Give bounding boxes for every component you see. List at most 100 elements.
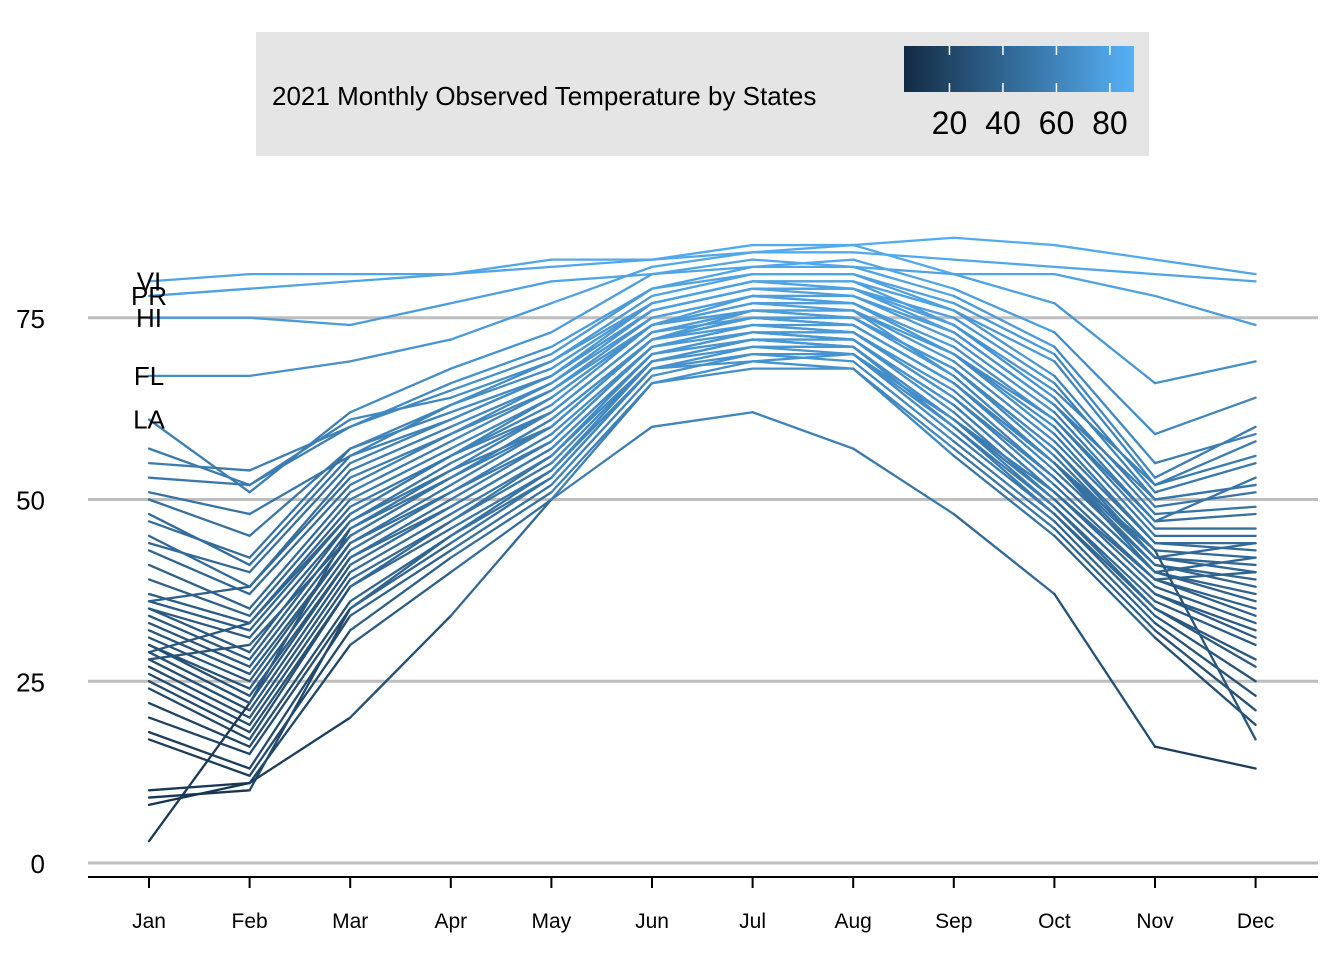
series-line-segment	[1153, 571, 1257, 581]
series-line-segment	[650, 331, 754, 348]
series-line-segment	[1053, 389, 1157, 487]
series-line-segment	[349, 272, 452, 283]
series-line-segment	[852, 338, 955, 414]
series-line-segment	[1053, 403, 1157, 516]
series-line-segment	[147, 520, 251, 559]
series-line-segment	[349, 469, 452, 530]
x-tick-label: Mar	[332, 910, 368, 933]
series-line-segment	[852, 280, 955, 327]
series-line-segment	[1053, 272, 1157, 298]
series-line-segment	[147, 563, 251, 610]
series-line-segment	[952, 352, 1056, 436]
series-line-segment	[147, 680, 251, 734]
series-line-segment	[1153, 476, 1257, 523]
series-line-segment	[1053, 302, 1157, 385]
y-tick-label: 25	[16, 667, 45, 697]
series-line-segment	[248, 541, 352, 683]
series-line-segment	[147, 600, 251, 632]
series-line-segment	[650, 309, 754, 334]
series-line-segment	[349, 549, 452, 617]
series-line-segment	[248, 571, 352, 719]
series-line-segment	[650, 345, 754, 370]
series-line-segment	[248, 520, 352, 639]
series-line-segment	[650, 272, 754, 290]
series-line-segment	[248, 447, 352, 537]
series-label-fl: FL	[134, 361, 164, 391]
series-line-segment	[449, 280, 553, 305]
series-line-segment	[449, 411, 553, 458]
series-line-segment	[449, 447, 553, 508]
x-tick-label: Jun	[635, 910, 669, 933]
series-line-segment	[147, 491, 251, 516]
series-line-segment	[751, 287, 855, 298]
series-line-segment	[650, 272, 754, 298]
series-line-segment	[147, 534, 251, 588]
series-line-segment	[852, 265, 955, 298]
series-line-segment	[449, 265, 553, 276]
series-line-segment	[449, 389, 553, 436]
colorbar-tick-label: 40	[985, 105, 1021, 141]
series-line-segment	[550, 258, 654, 269]
series-line-segment	[852, 280, 955, 312]
series-line-segment	[852, 265, 955, 276]
series-line-segment	[248, 600, 352, 748]
series-line-segment	[650, 280, 754, 305]
series-line-segment	[751, 316, 855, 327]
x-tick-label: Nov	[1136, 910, 1174, 933]
x-tick-label: Oct	[1038, 910, 1071, 933]
colorbar-tick-label: 20	[932, 105, 968, 141]
series-line-segment	[1153, 549, 1257, 559]
series-line-segment	[349, 476, 452, 537]
series-line-segment	[147, 578, 251, 617]
series-line-segment	[952, 236, 1056, 247]
series-line-segment	[1153, 563, 1257, 581]
x-tick-label: Jan	[132, 910, 166, 933]
series-line-segment	[1153, 621, 1257, 697]
series-line-segment	[650, 411, 754, 428]
series-line-segment	[1153, 440, 1257, 487]
series-line-segment	[449, 360, 553, 407]
series-line-segment	[650, 323, 754, 348]
series-line-segment	[952, 454, 1056, 537]
series-line-segment	[349, 571, 452, 647]
series-line-segment	[852, 287, 955, 334]
series-line-segment	[1053, 345, 1157, 465]
series-line-segment	[1153, 294, 1257, 327]
series-line-segment	[852, 251, 955, 261]
series-line-segment	[650, 294, 754, 319]
series-line-segment	[751, 302, 855, 312]
series-line-segment	[650, 360, 754, 385]
series-line-segment	[751, 345, 855, 356]
series-line-segment	[952, 309, 1056, 363]
series-line-segment	[248, 461, 352, 574]
series-line-segment	[952, 440, 1056, 523]
x-tick-label: Feb	[232, 910, 268, 933]
series-line-segment	[650, 352, 754, 370]
series-line-segment	[952, 418, 1056, 494]
series-line-segment	[1153, 461, 1257, 494]
series-line-segment	[952, 447, 1056, 530]
series-line-segment	[1153, 512, 1257, 523]
series-line-segment	[1053, 425, 1157, 537]
series-line-segment	[1053, 461, 1157, 574]
series-line-segment	[952, 302, 1056, 356]
series-line-segment	[449, 411, 553, 472]
series-line-segment	[550, 345, 654, 443]
series-line-segment	[349, 418, 452, 465]
series-line-segment	[1153, 272, 1257, 283]
series-line-segment	[1153, 571, 1257, 603]
series-line-segment	[1053, 243, 1157, 261]
series-line-segment	[1153, 607, 1257, 668]
series-line-segment	[349, 527, 452, 588]
colorbar-tick-label: 60	[1039, 105, 1075, 141]
series-line-segment	[449, 352, 553, 392]
series-line-segment	[1153, 541, 1257, 552]
series-line-segment	[650, 251, 754, 269]
series-line-segment	[1053, 265, 1157, 276]
series-line-segment	[1053, 447, 1157, 559]
series-line-segment	[349, 491, 452, 552]
series-line-segment	[650, 243, 754, 261]
series-line-segment	[147, 607, 251, 639]
series-line-segment	[248, 614, 352, 770]
colorbar-tick-label: 80	[1092, 105, 1128, 141]
